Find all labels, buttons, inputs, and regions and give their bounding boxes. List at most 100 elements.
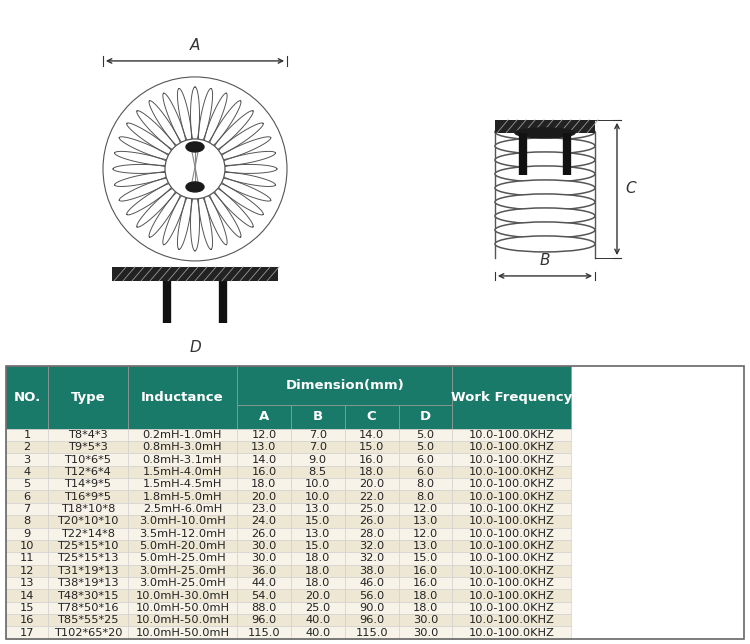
Polygon shape [204,93,227,145]
Bar [398,515,452,527]
Polygon shape [220,151,275,166]
Text: 9: 9 [23,529,31,539]
Bar [48,614,128,627]
Text: 10: 10 [20,541,34,551]
Text: 3: 3 [23,455,31,464]
Text: 13.0: 13.0 [305,504,331,514]
Polygon shape [220,173,275,187]
Text: C: C [625,182,635,196]
Text: 1.5mH-4.0mH: 1.5mH-4.0mH [142,467,222,477]
Bar [345,503,398,515]
Bar [452,478,571,491]
Bar [291,466,345,478]
Text: 10.0-100.0KHZ: 10.0-100.0KHZ [469,553,554,564]
Text: T10*6*5: T10*6*5 [64,455,112,464]
Polygon shape [199,88,212,144]
Text: 0.8mH-3.0mH: 0.8mH-3.0mH [142,442,222,452]
Bar [345,589,398,601]
Bar [48,527,128,540]
Bar [48,589,128,601]
Text: T22*14*8: T22*14*8 [61,529,115,539]
Bar [398,491,452,503]
Bar [345,441,398,453]
Text: T48*30*15: T48*30*15 [57,591,118,601]
Text: 20.0: 20.0 [359,479,384,489]
Text: 18.0: 18.0 [305,553,331,564]
Text: T14*9*5: T14*9*5 [64,479,112,489]
Bar [398,478,452,491]
Bar [291,441,345,453]
Text: 90.0: 90.0 [359,603,384,613]
Ellipse shape [495,166,595,182]
Text: 10.0-100.0KHZ: 10.0-100.0KHZ [469,541,554,551]
Text: 3.0mH-10.0mH: 3.0mH-10.0mH [139,516,226,526]
Bar [291,527,345,540]
Text: 115.0: 115.0 [248,628,280,638]
Text: 13: 13 [20,578,34,588]
Text: 2: 2 [23,442,31,452]
Bar [48,466,128,478]
Text: 14.0: 14.0 [251,455,277,464]
Bar [6,601,48,614]
Polygon shape [219,178,271,201]
Text: 16.0: 16.0 [359,455,384,464]
Text: 18.0: 18.0 [251,479,277,489]
Text: A: A [259,410,269,424]
Text: 7.0: 7.0 [309,442,327,452]
Text: T8*4*3: T8*4*3 [68,430,108,440]
Text: 10.0-100.0KHZ: 10.0-100.0KHZ [469,516,554,526]
Bar [237,466,291,478]
Text: 8.0: 8.0 [416,479,434,489]
Text: 15: 15 [20,603,34,613]
Bar [128,553,237,565]
Text: 10.0-100.0KHZ: 10.0-100.0KHZ [469,504,554,514]
Bar [452,466,571,478]
Bar [48,441,128,453]
Bar [398,601,452,614]
Polygon shape [149,191,181,237]
Text: 18.0: 18.0 [305,566,331,576]
Bar [452,441,571,453]
Bar [6,491,48,503]
Text: 13.0: 13.0 [413,516,438,526]
Text: 10.0-100.0KHZ: 10.0-100.0KHZ [469,615,554,625]
Bar [237,453,291,466]
Text: A: A [190,38,200,53]
Text: 3.0mH-25.0mH: 3.0mH-25.0mH [139,566,226,576]
Bar [345,429,398,441]
Text: 10.0mH-50.0mH: 10.0mH-50.0mH [135,603,230,613]
Text: 30.0: 30.0 [413,628,438,638]
Text: 8.0: 8.0 [416,491,434,502]
Text: 10.0-100.0KHZ: 10.0-100.0KHZ [469,455,554,464]
Text: 12.0: 12.0 [413,504,438,514]
Bar [495,120,595,133]
Bar [112,267,278,281]
Text: 10.0-100.0KHZ: 10.0-100.0KHZ [469,442,554,452]
Bar [48,478,128,491]
Text: 12.0: 12.0 [251,430,277,440]
Bar [128,515,237,527]
Text: 10.0-100.0KHZ: 10.0-100.0KHZ [469,467,554,477]
Bar [128,441,237,453]
Text: 14: 14 [20,591,34,601]
Ellipse shape [495,152,595,168]
Text: 38.0: 38.0 [359,566,384,576]
Text: 10.0-100.0KHZ: 10.0-100.0KHZ [469,578,554,588]
Text: 3.5mH-12.0mH: 3.5mH-12.0mH [139,529,226,539]
Bar [398,466,452,478]
Bar [237,627,291,639]
Text: 10.0-100.0KHZ: 10.0-100.0KHZ [469,591,554,601]
Text: 8: 8 [23,516,31,526]
Text: 10.0-100.0KHZ: 10.0-100.0KHZ [469,603,554,613]
Text: 10.0-100.0KHZ: 10.0-100.0KHZ [469,430,554,440]
Bar [398,565,452,577]
Bar [237,515,291,527]
Text: 22.0: 22.0 [359,491,384,502]
Bar [398,527,452,540]
Bar [345,466,398,478]
Bar [398,589,452,601]
Text: 2.5mH-6.0mH: 2.5mH-6.0mH [142,504,222,514]
Text: T78*50*16: T78*50*16 [57,603,118,613]
Polygon shape [217,123,263,155]
Text: 40.0: 40.0 [305,615,331,625]
